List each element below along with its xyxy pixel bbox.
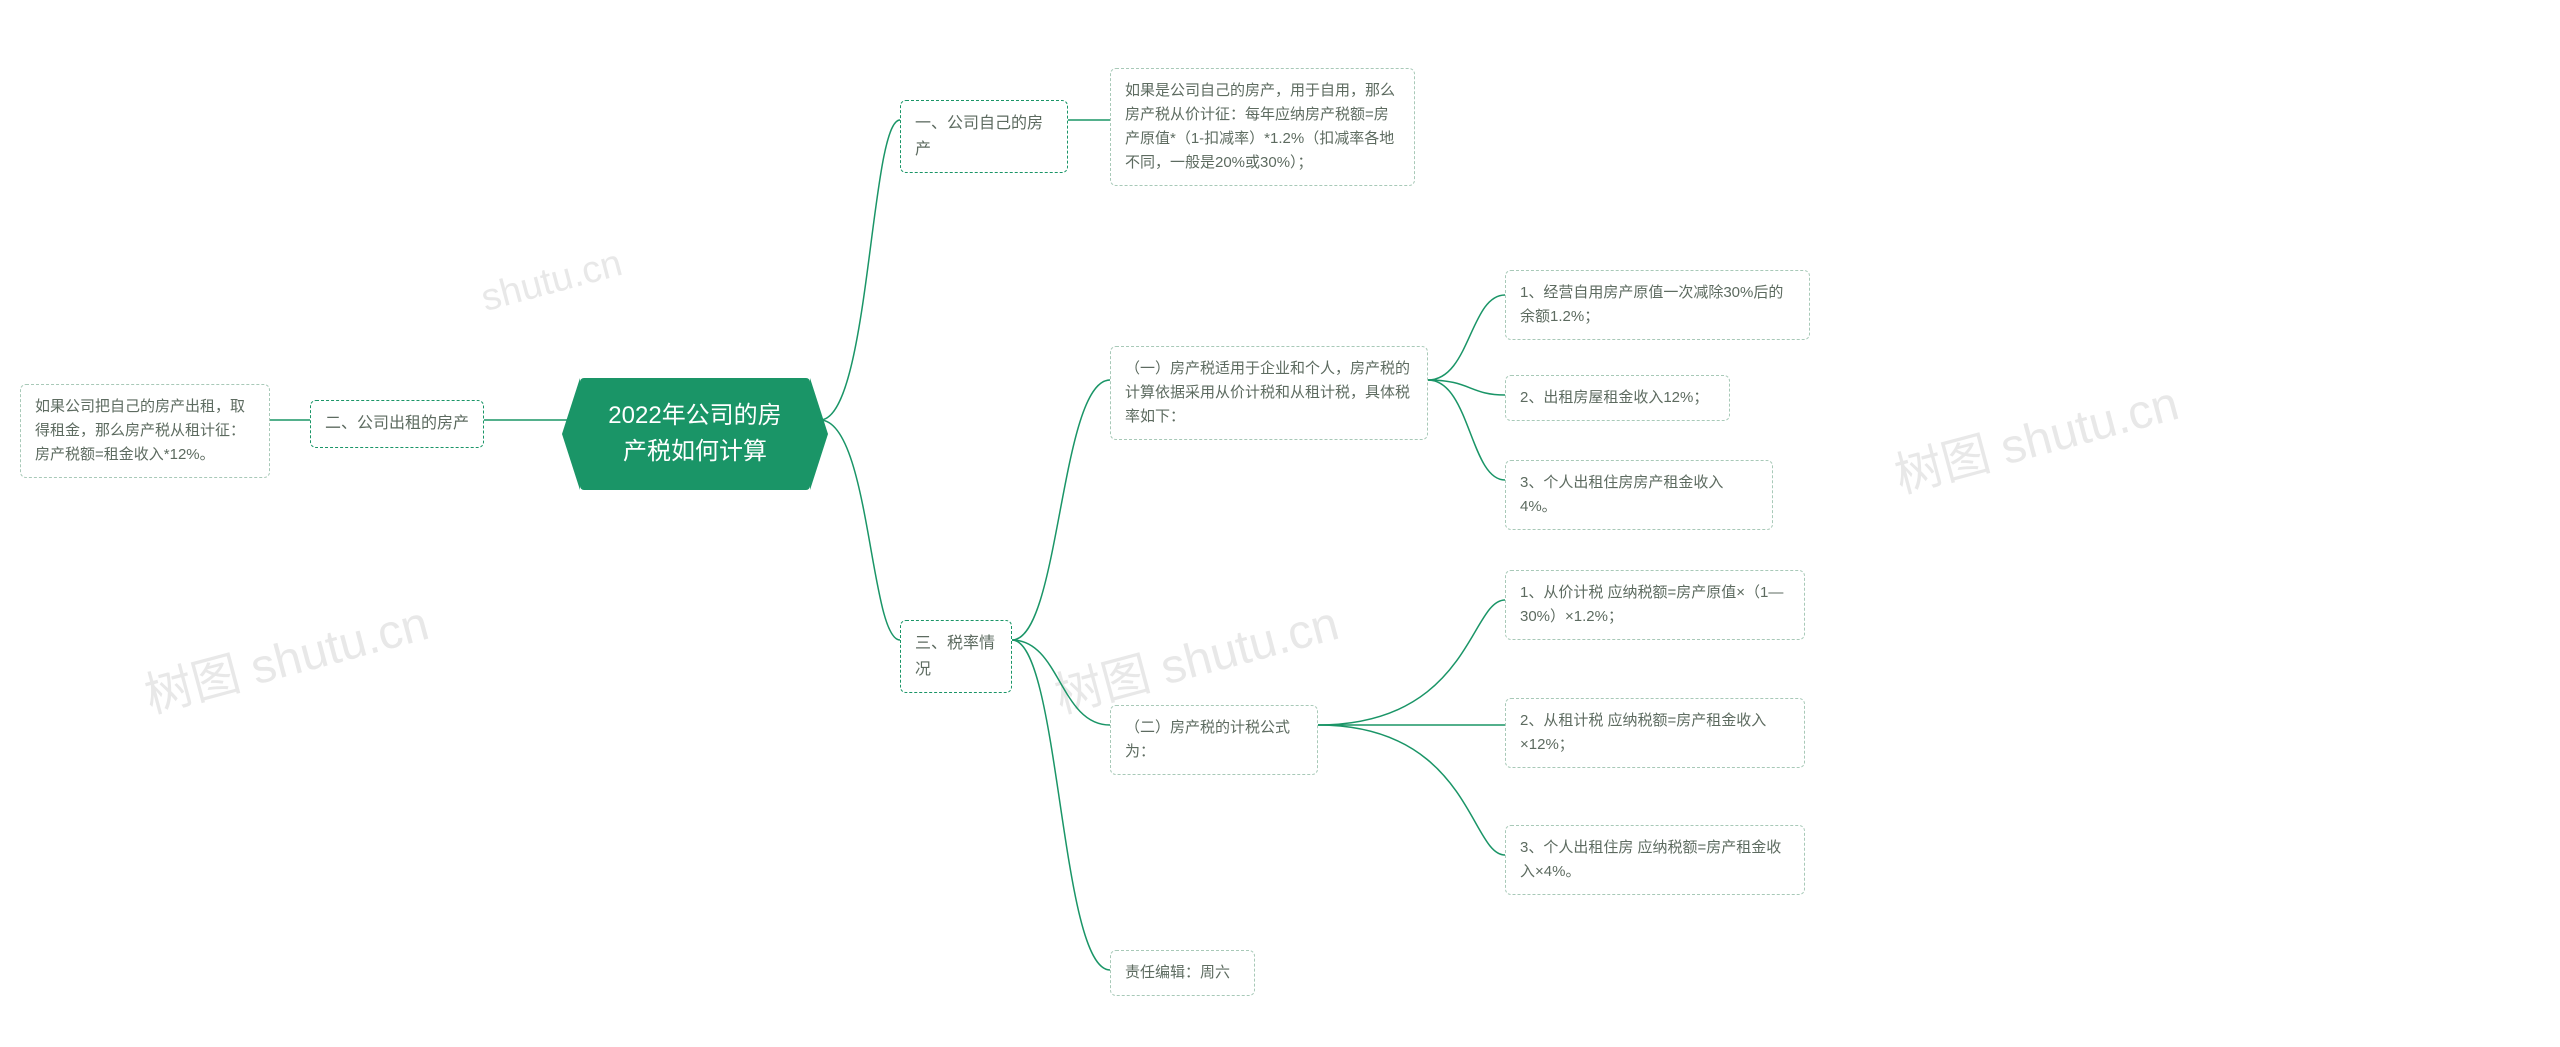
branch-rental-label: 二、公司出租的房产 [325, 415, 469, 432]
sub-a: （一）房产税适用于企业和个人，房产税的计算依据采用从价计税和从租计税，具体税率如… [1110, 346, 1428, 440]
watermark: 树图 shutu.cn [136, 584, 435, 727]
sub-a-3: 3、个人出租住房房产租金收入4%。 [1505, 460, 1773, 530]
sub-a-1-label: 1、经营自用房产原值一次减除30%后的余额1.2%； [1520, 284, 1783, 325]
sub-b-2: 2、从租计税 应纳税额=房产租金收入×12%； [1505, 698, 1805, 768]
sub-b-3: 3、个人出租住房 应纳税额=房产租金收入×4%。 [1505, 825, 1805, 895]
sub-a-3-label: 3、个人出租住房房产租金收入4%。 [1520, 474, 1723, 515]
leaf-rental-detail: 如果公司把自己的房产出租，取得租金，那么房产税从租计征：房产税额=租金收入*12… [20, 384, 270, 478]
branch-rate: 三、税率情况 [900, 620, 1012, 693]
sub-b-1-label: 1、从价计税 应纳税额=房产原值×（1—30%）×1.2%； [1520, 584, 1783, 625]
sub-b: （二）房产税的计税公式为： [1110, 705, 1318, 775]
leaf-rental-text: 如果公司把自己的房产出租，取得租金，那么房产税从租计征：房产税额=租金收入*12… [35, 398, 245, 463]
sub-a-2: 2、出租房屋租金收入12%； [1505, 375, 1730, 421]
sub-a-1: 1、经营自用房产原值一次减除30%后的余额1.2%； [1505, 270, 1810, 340]
branch-rental: 二、公司出租的房产 [310, 400, 484, 448]
sub-a-2-label: 2、出租房屋租金收入12%； [1520, 389, 1708, 406]
root-node: 2022年公司的房产税如何计算 [580, 378, 810, 490]
branch-own-label: 一、公司自己的房产 [915, 115, 1043, 158]
sub-c-label: 责任编辑：周六 [1125, 964, 1230, 981]
sub-c: 责任编辑：周六 [1110, 950, 1255, 996]
leaf-own-detail: 如果是公司自己的房产，用于自用，那么房产税从价计征：每年应纳房产税额=房产原值*… [1110, 68, 1415, 186]
sub-b-2-label: 2、从租计税 应纳税额=房产租金收入×12%； [1520, 712, 1766, 753]
sub-a-label: （一）房产税适用于企业和个人，房产税的计算依据采用从价计税和从租计税，具体税率如… [1125, 360, 1410, 425]
branch-own: 一、公司自己的房产 [900, 100, 1068, 173]
sub-b-1: 1、从价计税 应纳税额=房产原值×（1—30%）×1.2%； [1505, 570, 1805, 640]
watermark: 树图 shutu.cn [1886, 364, 2185, 507]
root-label: 2022年公司的房产税如何计算 [608, 402, 781, 465]
sub-b-3-label: 3、个人出租住房 应纳税额=房产租金收入×4%。 [1520, 839, 1781, 880]
sub-b-label: （二）房产税的计税公式为： [1125, 719, 1290, 760]
branch-rate-label: 三、税率情况 [915, 635, 995, 678]
leaf-own-text: 如果是公司自己的房产，用于自用，那么房产税从价计征：每年应纳房产税额=房产原值*… [1125, 82, 1395, 171]
watermark: shutu.cn [477, 242, 627, 321]
